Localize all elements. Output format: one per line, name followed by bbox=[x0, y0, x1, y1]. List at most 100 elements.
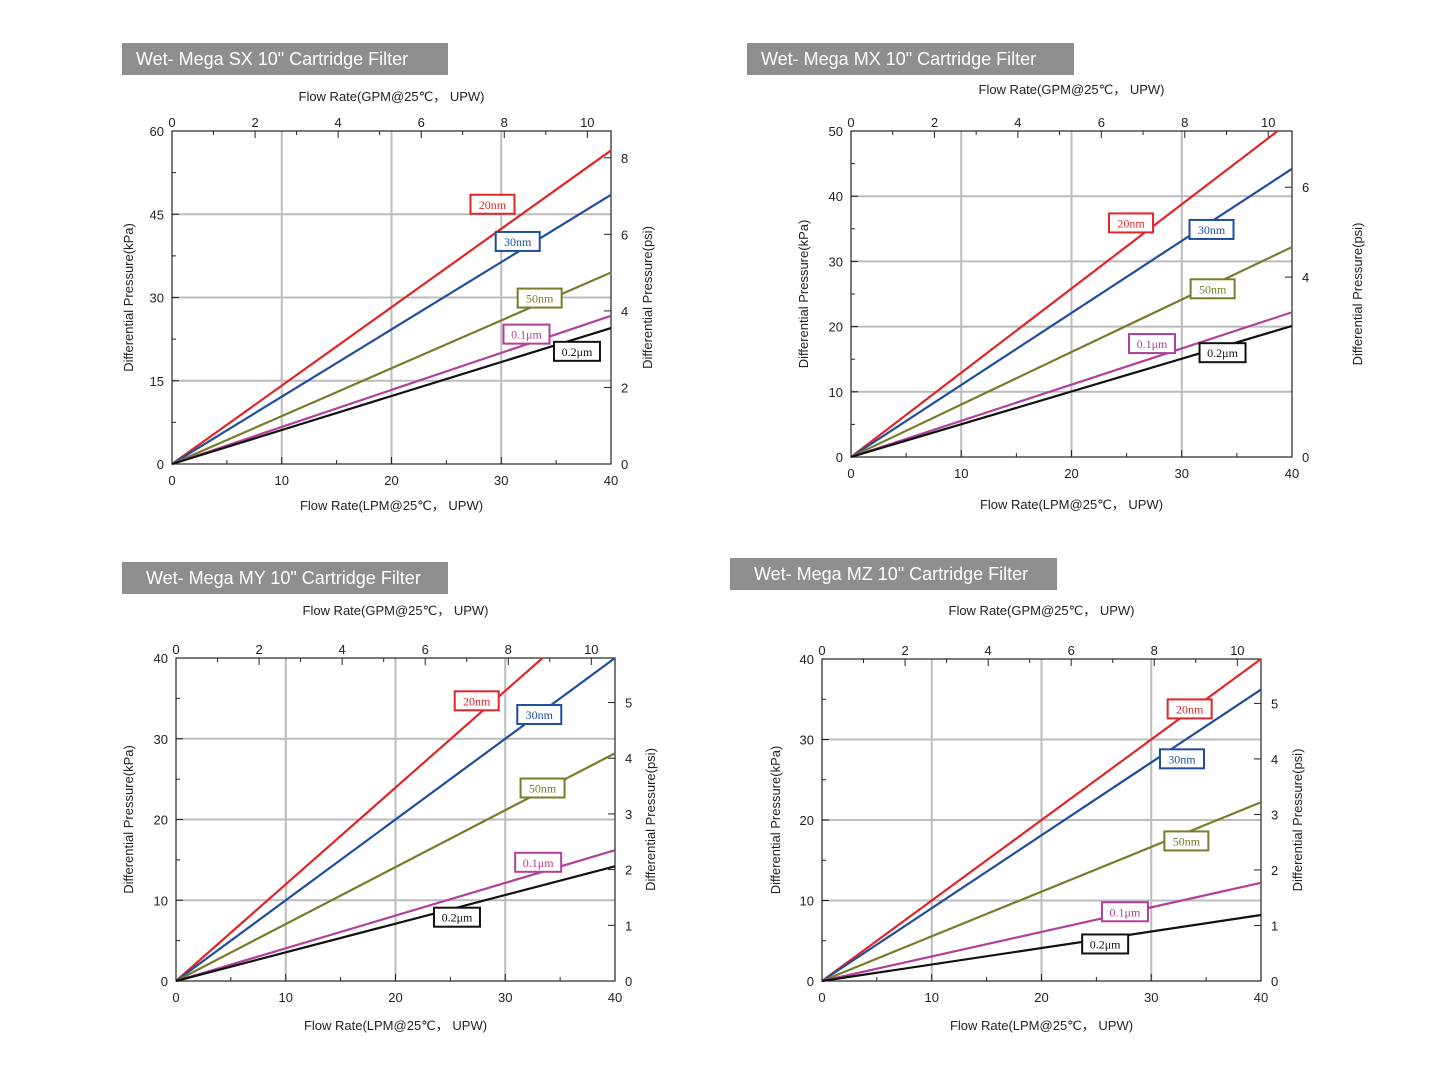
x-tick-label: 20 bbox=[384, 473, 398, 488]
series-label-1: 30nm bbox=[526, 708, 554, 722]
series-label-2: 50nm bbox=[529, 782, 557, 796]
series-label-box-0 bbox=[453, 690, 500, 712]
y-tick-label: 40 bbox=[800, 652, 814, 667]
x-tick-label: 0 bbox=[847, 466, 854, 481]
x-tick-label: 40 bbox=[604, 473, 618, 488]
series-label-box-1 bbox=[516, 704, 563, 726]
series-label-3: 0.1μm bbox=[523, 856, 554, 870]
x-tick-label: 10 bbox=[275, 473, 289, 488]
y-tick-label: 10 bbox=[829, 385, 843, 400]
x-axis-title: Flow Rate(LPM@25℃， UPW) bbox=[300, 498, 483, 513]
y2-axis-title: Differential Pressure(psi) bbox=[1350, 223, 1365, 366]
x2-tick-label: 10 bbox=[580, 115, 594, 130]
x2-tick-label: 2 bbox=[255, 642, 262, 657]
series-label-box-3 bbox=[502, 323, 551, 345]
x-tick-label: 30 bbox=[1144, 990, 1158, 1005]
x2-tick-label: 6 bbox=[418, 115, 425, 130]
y-axis-title: Differential Pressure(kPa) bbox=[768, 746, 783, 895]
y-tick-label: 60 bbox=[150, 124, 164, 139]
x-tick-label: 20 bbox=[388, 990, 402, 1005]
x-tick-label: 30 bbox=[498, 990, 512, 1005]
series-label-4: 0.2μm bbox=[562, 345, 593, 359]
x-tick-label: 10 bbox=[279, 990, 293, 1005]
x2-tick-label: 8 bbox=[1151, 643, 1158, 658]
series-line-0 bbox=[850, 130, 1279, 458]
series-line-0 bbox=[171, 149, 612, 465]
x2-tick-label: 0 bbox=[172, 642, 179, 657]
x-tick-label: 0 bbox=[168, 473, 175, 488]
series-label-2: 50nm bbox=[1199, 282, 1227, 296]
series-line-0 bbox=[175, 657, 544, 982]
x-axis-title: Flow Rate(LPM@25℃， UPW) bbox=[950, 1018, 1133, 1033]
y-tick-label: 10 bbox=[800, 894, 814, 909]
x2-tick-label: 6 bbox=[1068, 643, 1075, 658]
series-label-box-1 bbox=[1158, 748, 1205, 770]
series-label-box-2 bbox=[1163, 830, 1210, 852]
series-label-box-3 bbox=[1127, 333, 1176, 355]
series-label-box-3 bbox=[1100, 901, 1149, 923]
series-label-2: 50nm bbox=[1173, 834, 1201, 848]
series-label-box-1 bbox=[494, 230, 541, 252]
series-label-box-4 bbox=[1198, 342, 1247, 364]
y-tick-label: 30 bbox=[154, 732, 168, 747]
x2-tick-label: 4 bbox=[985, 643, 992, 658]
x-tick-label: 0 bbox=[172, 990, 179, 1005]
x2-axis-title: Flow Rate(GPM@25℃， UPW) bbox=[979, 82, 1165, 97]
series-label-box-1 bbox=[1188, 218, 1235, 240]
y-tick-label: 15 bbox=[150, 374, 164, 389]
x-tick-label: 30 bbox=[494, 473, 508, 488]
x2-tick-label: 4 bbox=[1014, 115, 1021, 130]
x-tick-label: 20 bbox=[1064, 466, 1078, 481]
series-label-0: 20nm bbox=[479, 198, 507, 212]
x-tick-label: 10 bbox=[954, 466, 968, 481]
x-axis-title: Flow Rate(LPM@25℃， UPW) bbox=[980, 497, 1163, 512]
x2-tick-label: 10 bbox=[1230, 643, 1244, 658]
y-tick-label: 0 bbox=[836, 450, 843, 465]
y-tick-label: 0 bbox=[807, 974, 814, 989]
y-tick-label: 30 bbox=[150, 291, 164, 306]
y-tick-label: 0 bbox=[157, 457, 164, 472]
x2-tick-label: 0 bbox=[168, 115, 175, 130]
y-axis-title: Differential Pressure(kPa) bbox=[121, 745, 136, 894]
y-tick-label: 20 bbox=[800, 813, 814, 828]
y2-tick-label: 2 bbox=[1271, 863, 1278, 878]
series-label-1: 30nm bbox=[1198, 223, 1226, 237]
y2-axis-title: Differential Pressure(psi) bbox=[1290, 749, 1305, 892]
y2-tick-label: 4 bbox=[1271, 752, 1278, 767]
series-label-box-2 bbox=[519, 777, 566, 799]
series-label-2: 50nm bbox=[526, 292, 554, 306]
y2-tick-label: 0 bbox=[625, 974, 632, 989]
x2-tick-label: 6 bbox=[1098, 115, 1105, 130]
series-label-box-3 bbox=[514, 851, 563, 873]
series-label-box-2 bbox=[516, 287, 563, 309]
x-tick-label: 40 bbox=[1285, 466, 1299, 481]
x2-tick-label: 10 bbox=[1261, 115, 1275, 130]
chart-title-mz: Wet- Mega MZ 10" Cartridge Filter bbox=[730, 558, 1057, 590]
y2-tick-label: 1 bbox=[1271, 918, 1278, 933]
x2-tick-label: 8 bbox=[505, 642, 512, 657]
y2-tick-label: 0 bbox=[1302, 450, 1309, 465]
y2-tick-label: 6 bbox=[621, 227, 628, 242]
y2-tick-label: 5 bbox=[1271, 696, 1278, 711]
chart-title-sx: Wet- Mega SX 10" Cartridge Filter bbox=[122, 43, 448, 75]
series-label-3: 0.1μm bbox=[1110, 905, 1141, 919]
x2-tick-label: 4 bbox=[339, 642, 346, 657]
x2-axis-title: Flow Rate(GPM@25℃， UPW) bbox=[299, 89, 485, 104]
x2-tick-label: 8 bbox=[501, 115, 508, 130]
x2-tick-label: 2 bbox=[901, 643, 908, 658]
y2-tick-label: 0 bbox=[621, 457, 628, 472]
x2-axis-title: Flow Rate(GPM@25℃， UPW) bbox=[949, 603, 1135, 618]
x-axis-title: Flow Rate(LPM@25℃， UPW) bbox=[304, 1018, 487, 1033]
x-tick-label: 0 bbox=[818, 990, 825, 1005]
series-line-3 bbox=[850, 311, 1293, 459]
series-label-4: 0.2μm bbox=[1207, 346, 1238, 360]
y2-tick-label: 6 bbox=[1302, 180, 1309, 195]
y-axis-title: Differential Pressure(kPa) bbox=[121, 223, 136, 372]
y2-axis-title: Differential Pressure(psi) bbox=[643, 748, 658, 891]
y2-tick-label: 3 bbox=[625, 807, 632, 822]
x2-tick-label: 0 bbox=[847, 115, 854, 130]
series-line-3 bbox=[821, 881, 1262, 983]
